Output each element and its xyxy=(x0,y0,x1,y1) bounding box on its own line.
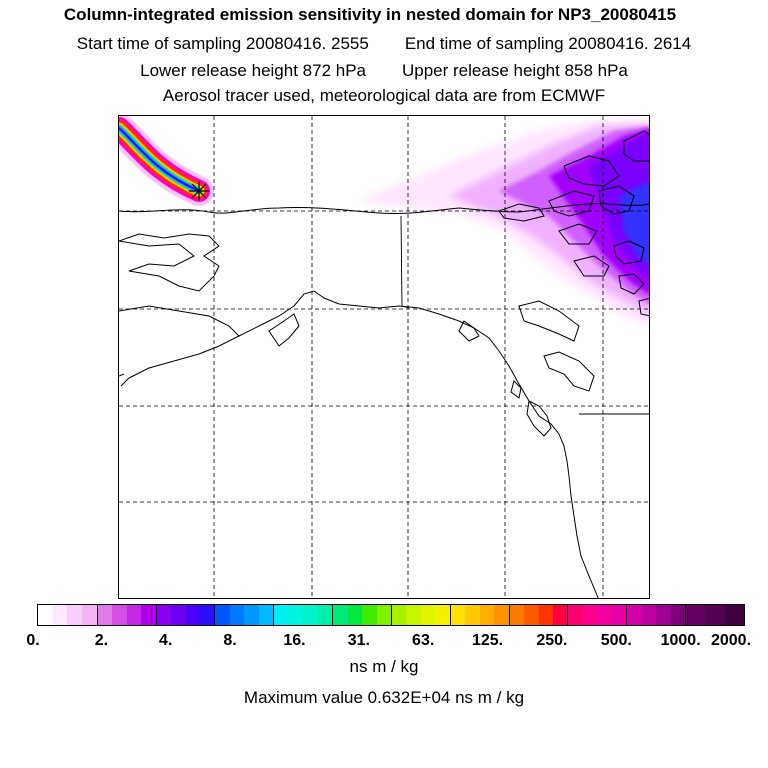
coastlines xyxy=(119,130,649,598)
release-height-line: Lower release height 872 hPa Upper releas… xyxy=(0,61,768,81)
lower-release-label: Lower release height 872 hPa xyxy=(140,61,366,80)
colorbar-ticks: 0. 2. 4. 8. 16. 31. 63. 125. 250. 500. 1000. 2000. xyxy=(0,632,768,652)
colorbar-tick-label: 63. xyxy=(412,632,435,649)
colorbar-swatch xyxy=(38,605,53,625)
map-grid xyxy=(119,116,649,598)
colorbar-swatch xyxy=(627,605,642,625)
colorbar-segment xyxy=(390,605,450,625)
emission-plume-northeast xyxy=(359,121,649,326)
colorbar-swatch xyxy=(303,605,318,625)
colorbar-tick-label: 0. xyxy=(26,632,40,649)
colorbar-swatch xyxy=(420,605,436,625)
colorbar-swatch xyxy=(141,605,156,625)
colorbar-segment xyxy=(155,605,215,625)
colorbar-swatch xyxy=(406,605,421,625)
colorbar-swatch xyxy=(288,605,304,625)
colorbar-swatch xyxy=(229,605,245,625)
colorbar-swatch xyxy=(82,605,97,625)
colorbar-swatch xyxy=(156,605,172,625)
plot-title: Column-integrated emission sensitivity i… xyxy=(63,5,677,24)
emission-plume-northwest xyxy=(119,116,214,206)
colorbar-swatch xyxy=(450,605,466,625)
colorbar-swatch xyxy=(97,605,113,625)
colorbar-swatch xyxy=(333,605,348,625)
colorbar-swatch xyxy=(362,605,377,625)
colorbar-swatch xyxy=(479,605,495,625)
colorbar-swatch xyxy=(568,605,583,625)
colorbar-swatch xyxy=(391,605,407,625)
colorbar-tick-label: 2000. xyxy=(710,632,752,649)
colorbar-segment xyxy=(214,605,274,625)
colorbar-tick-label: 2. xyxy=(94,632,109,649)
colorbar-units-label: ns m / kg xyxy=(349,657,419,676)
colorbar-segment xyxy=(449,605,509,625)
colorbar-swatch xyxy=(200,605,215,625)
colorbar-swatch xyxy=(686,605,706,625)
colorbar-swatch xyxy=(126,605,142,625)
colorbar-tick-label: 8. xyxy=(223,632,237,649)
colorbar-swatch xyxy=(524,605,539,625)
colorbar-tick-label: 16. xyxy=(283,632,306,649)
map-canvas xyxy=(119,116,649,598)
colorbar-swatch xyxy=(67,605,83,625)
colorbar-tick-label: 1000. xyxy=(660,632,701,649)
colorbar-swatch xyxy=(274,605,289,625)
sensitivity-map xyxy=(118,115,650,599)
colorbar-swatch xyxy=(705,605,725,625)
colorbar-swatch xyxy=(52,605,68,625)
colorbar xyxy=(37,604,745,626)
borders xyxy=(400,215,649,415)
colorbar-swatch xyxy=(185,605,201,625)
colorbar-swatch xyxy=(611,605,627,625)
colorbar-segment xyxy=(332,605,391,625)
colorbar-tick-label: 125. xyxy=(471,632,504,649)
colorbar-swatch xyxy=(317,605,333,625)
colorbar-swatch xyxy=(552,605,568,625)
start-time-label: Start time of sampling 20080416. 2555 xyxy=(76,34,369,53)
colorbar-segment xyxy=(567,605,627,625)
colorbar-tick-label: 4. xyxy=(159,632,173,649)
sampling-time-line: Start time of sampling 20080416. 2555 End… xyxy=(0,34,768,54)
tracer-info-label: Aerosol tracer used, meteorological data… xyxy=(162,86,606,105)
colorbar-swatch xyxy=(465,605,480,625)
colorbar-tick-label: 250. xyxy=(536,632,568,649)
colorbar-swatch xyxy=(112,605,127,625)
colorbar-swatch xyxy=(582,605,598,625)
colorbar-swatch xyxy=(244,605,259,625)
colorbar-swatch xyxy=(641,605,657,625)
colorbar-swatch xyxy=(258,605,274,625)
upper-release-label: Upper release height 858 hPa xyxy=(402,61,628,80)
colorbar-swatch xyxy=(724,605,744,625)
colorbar-tick-label: 500. xyxy=(600,632,632,649)
colorbar-segment xyxy=(508,605,568,625)
colorbar-swatch xyxy=(347,605,363,625)
colorbar-swatch xyxy=(215,605,230,625)
colorbar-segment xyxy=(273,605,333,625)
colorbar-tick-label: 31. xyxy=(347,632,370,649)
colorbar-swatch xyxy=(509,605,525,625)
colorbar-swatch xyxy=(494,605,509,625)
colorbar-swatch xyxy=(171,605,186,625)
colorbar-swatch xyxy=(376,605,391,625)
end-time-label: End time of sampling 20080416. 2614 xyxy=(404,34,692,53)
colorbar-swatch xyxy=(670,605,686,625)
colorbar-segment xyxy=(96,605,156,625)
colorbar-swatch xyxy=(538,605,553,625)
maximum-value-label: Maximum value 0.632E+04 ns m / kg xyxy=(243,688,525,707)
colorbar-swatch xyxy=(435,605,450,625)
colorbar-segment xyxy=(38,605,97,625)
asterisk-marker xyxy=(189,181,209,201)
colorbar-segment xyxy=(626,605,686,625)
colorbar-swatch xyxy=(597,605,612,625)
colorbar-swatch xyxy=(656,605,671,625)
colorbar-segment xyxy=(685,605,744,625)
